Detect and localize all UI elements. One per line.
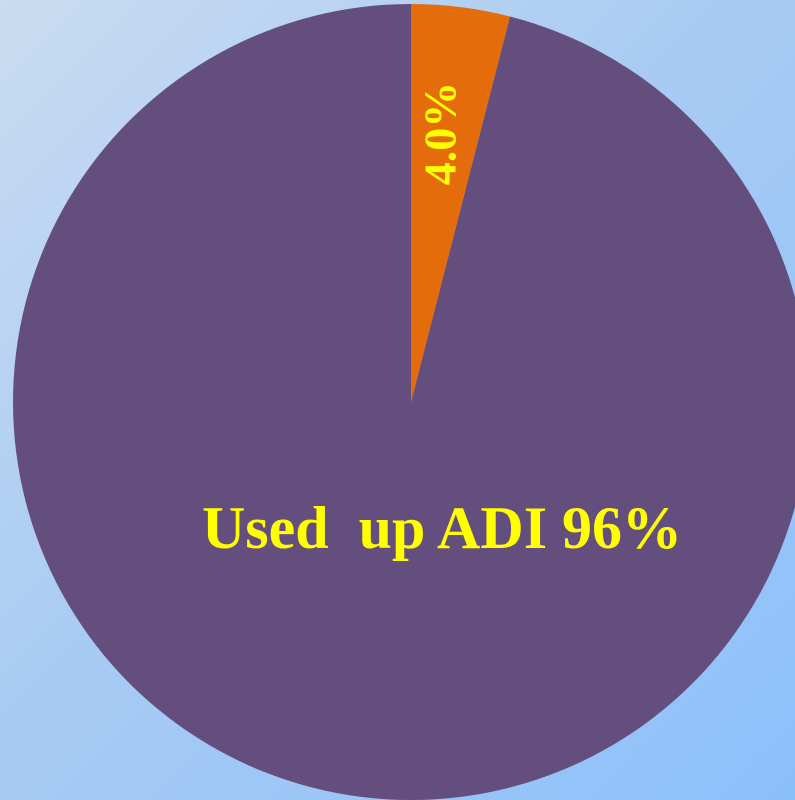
pie-slice-1 — [411, 4, 510, 402]
pie-slice-0 — [13, 4, 795, 800]
pie-slice-label-0: Used up ADI 96% — [202, 495, 682, 561]
pie-slices — [13, 4, 795, 800]
pie-slice-label-1: 4.0% — [414, 82, 465, 186]
pie-labels: Used up ADI 96% 4.0% — [202, 82, 682, 561]
